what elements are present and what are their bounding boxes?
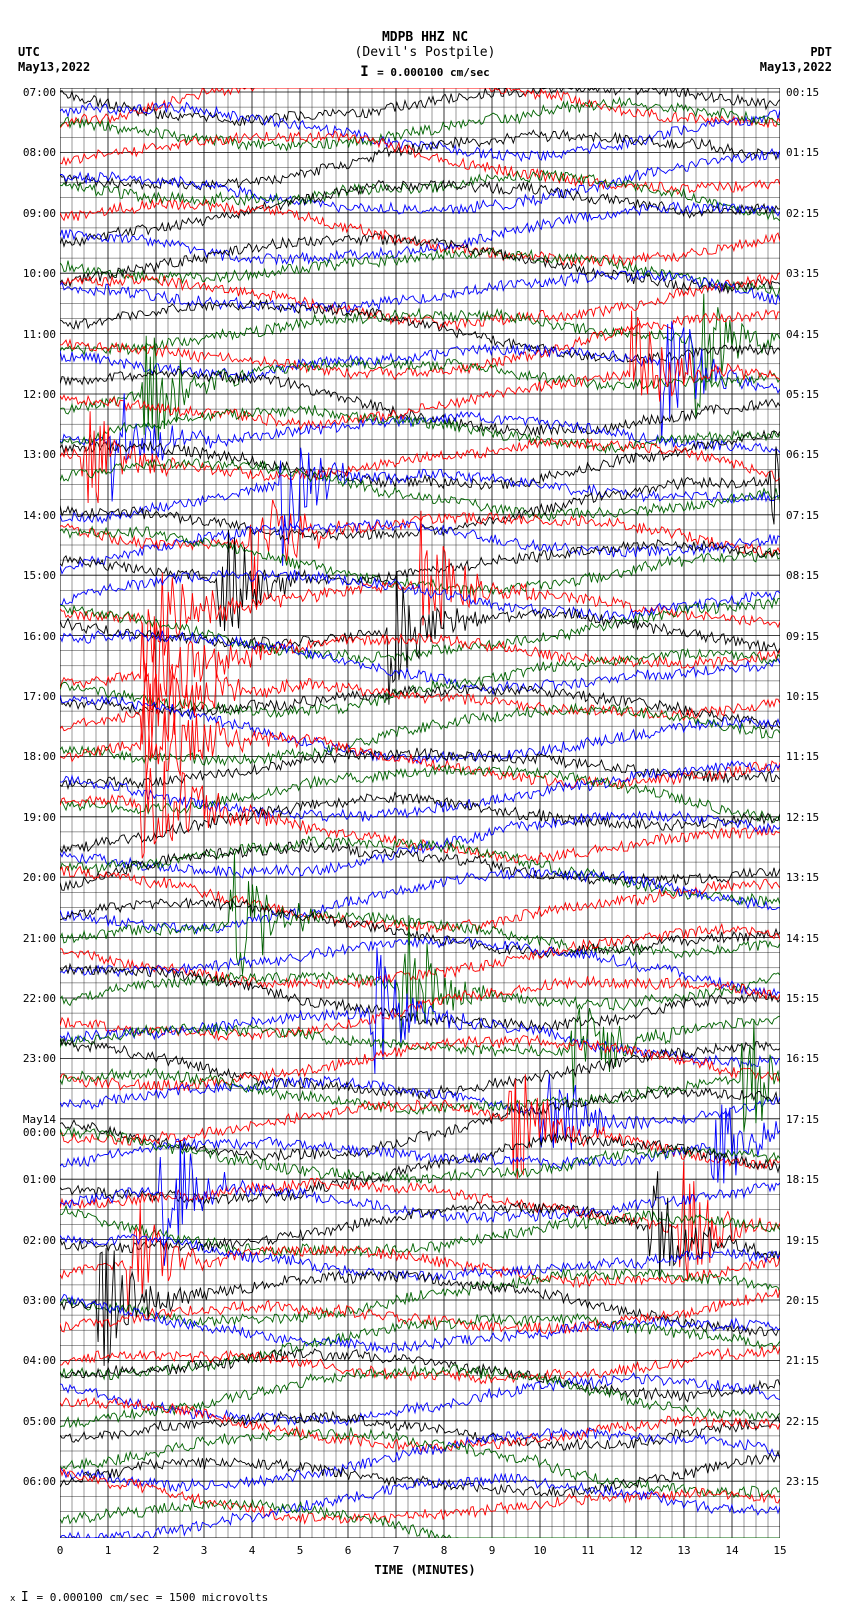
x-tick: 2 [146, 1544, 166, 1557]
station-location: (Devil's Postpile) [0, 45, 850, 60]
x-tick: 7 [386, 1544, 406, 1557]
y-right-tick: 16:15 [786, 1052, 836, 1065]
x-tick: 9 [482, 1544, 502, 1557]
date-right-label: May13,2022 [760, 60, 832, 74]
y-right-tick: 03:15 [786, 267, 836, 280]
x-tick: 13 [674, 1544, 694, 1557]
y-left-tick: 19:00 [6, 811, 56, 824]
y-right-tick: 12:15 [786, 811, 836, 824]
y-left-tick: May14 00:00 [6, 1113, 56, 1139]
x-tick: 6 [338, 1544, 358, 1557]
y-left-tick: 04:00 [6, 1354, 56, 1367]
timezone-left-label: UTC [18, 45, 40, 59]
x-tick: 10 [530, 1544, 550, 1557]
x-tick: 1 [98, 1544, 118, 1557]
y-left-tick: 01:00 [6, 1173, 56, 1186]
y-left-tick: 21:00 [6, 932, 56, 945]
y-right-tick: 23:15 [786, 1475, 836, 1488]
y-right-tick: 05:15 [786, 388, 836, 401]
y-right-tick: 08:15 [786, 569, 836, 582]
y-right-tick: 18:15 [786, 1173, 836, 1186]
y-left-tick: 03:00 [6, 1294, 56, 1307]
y-right-tick: 04:15 [786, 328, 836, 341]
y-right-tick: 10:15 [786, 690, 836, 703]
x-tick: 3 [194, 1544, 214, 1557]
y-right-tick: 13:15 [786, 871, 836, 884]
y-right-tick: 21:15 [786, 1354, 836, 1367]
y-left-tick: 07:00 [6, 86, 56, 99]
chart-header: MDPB HHZ NC (Devil's Postpile) I = 0.000… [0, 30, 850, 80]
seismogram-container: MDPB HHZ NC (Devil's Postpile) I = 0.000… [0, 0, 850, 1613]
x-tick: 15 [770, 1544, 790, 1557]
y-right-tick: 01:15 [786, 146, 836, 159]
y-right-tick: 20:15 [786, 1294, 836, 1307]
x-axis-title: TIME (MINUTES) [0, 1563, 850, 1577]
y-right-tick: 06:15 [786, 448, 836, 461]
y-left-tick: 23:00 [6, 1052, 56, 1065]
y-left-tick: 16:00 [6, 630, 56, 643]
x-tick: 4 [242, 1544, 262, 1557]
plot-area [60, 88, 780, 1538]
date-left-label: May13,2022 [18, 60, 90, 74]
y-left-tick: 17:00 [6, 690, 56, 703]
y-left-tick: 10:00 [6, 267, 56, 280]
y-left-tick: 02:00 [6, 1234, 56, 1247]
timezone-right-label: PDT [810, 45, 832, 59]
y-right-tick: 02:15 [786, 207, 836, 220]
y-left-tick: 11:00 [6, 328, 56, 341]
y-left-tick: 13:00 [6, 448, 56, 461]
y-left-tick: 14:00 [6, 509, 56, 522]
y-right-tick: 19:15 [786, 1234, 836, 1247]
station-code: MDPB HHZ NC [0, 30, 850, 45]
y-left-tick: 20:00 [6, 871, 56, 884]
x-tick: 5 [290, 1544, 310, 1557]
y-right-tick: 22:15 [786, 1415, 836, 1428]
footer-scale: x I = 0.000100 cm/sec = 1500 microvolts [10, 1590, 268, 1605]
x-tick: 12 [626, 1544, 646, 1557]
y-left-tick: 22:00 [6, 992, 56, 1005]
y-right-tick: 11:15 [786, 750, 836, 763]
y-left-tick: 05:00 [6, 1415, 56, 1428]
y-left-tick: 09:00 [6, 207, 56, 220]
x-tick: 0 [50, 1544, 70, 1557]
y-left-tick: 18:00 [6, 750, 56, 763]
scale-indicator: I = 0.000100 cm/sec [0, 64, 850, 80]
y-right-tick: 17:15 [786, 1113, 836, 1126]
x-tick: 8 [434, 1544, 454, 1557]
y-left-tick: 12:00 [6, 388, 56, 401]
seismogram-svg [60, 88, 780, 1538]
x-tick: 11 [578, 1544, 598, 1557]
y-right-tick: 00:15 [786, 86, 836, 99]
y-left-tick: 08:00 [6, 146, 56, 159]
y-left-tick: 06:00 [6, 1475, 56, 1488]
y-right-tick: 09:15 [786, 630, 836, 643]
y-right-tick: 14:15 [786, 932, 836, 945]
y-right-tick: 15:15 [786, 992, 836, 1005]
y-left-tick: 15:00 [6, 569, 56, 582]
y-right-tick: 07:15 [786, 509, 836, 522]
x-tick: 14 [722, 1544, 742, 1557]
